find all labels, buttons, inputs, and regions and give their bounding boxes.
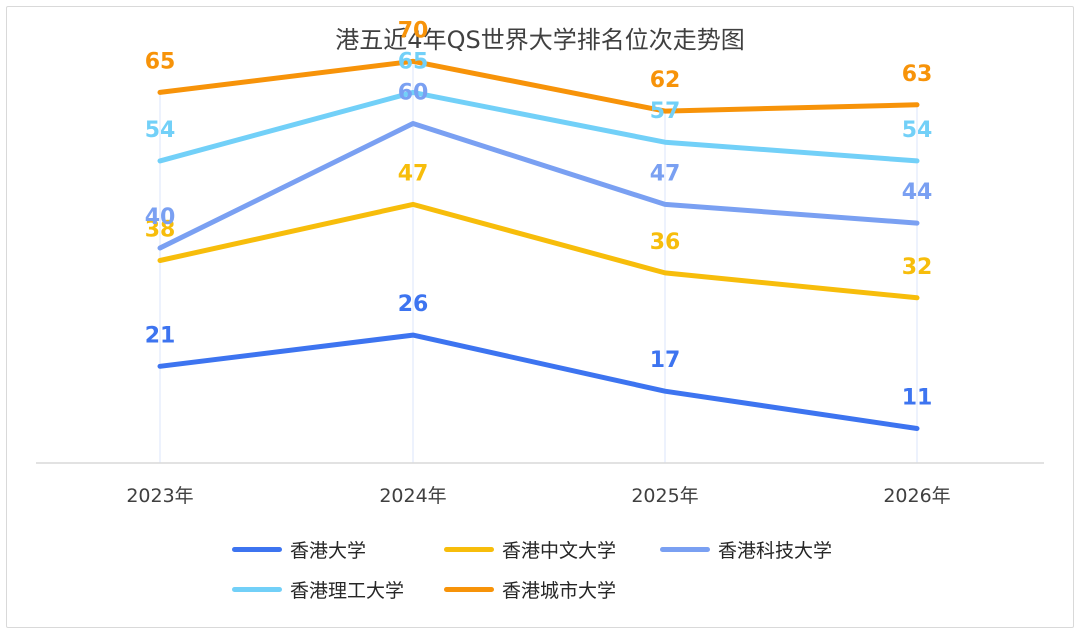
x-tick-label: 2025年 — [631, 485, 698, 507]
data-label: 54 — [145, 118, 176, 143]
x-tick-label: 2024年 — [379, 485, 446, 507]
data-label: 65 — [145, 49, 176, 74]
data-label: 44 — [902, 180, 933, 205]
series-line — [157, 201, 920, 301]
legend-swatch — [660, 546, 710, 552]
series-line — [157, 121, 920, 251]
data-label: 57 — [650, 99, 681, 124]
series-line — [157, 332, 920, 431]
legend-label: 香港城市大学 — [502, 579, 617, 602]
series-line — [157, 89, 920, 164]
data-label: 38 — [145, 217, 176, 242]
data-label: 47 — [650, 161, 681, 186]
data-label: 40 — [145, 205, 176, 230]
x-tick-label: 2026年 — [883, 485, 950, 507]
data-label: 11 — [902, 386, 933, 411]
legend-label: 香港科技大学 — [718, 539, 833, 562]
data-label: 70 — [398, 18, 429, 43]
data-label: 63 — [902, 62, 933, 87]
legend-item: 香港科技大学 — [660, 534, 832, 564]
legend-item: 香港城市大学 — [444, 574, 616, 604]
legend-item: 香港理工大学 — [232, 574, 404, 604]
legend-label: 香港中文大学 — [502, 539, 617, 562]
data-label: 62 — [650, 68, 681, 93]
data-label: 65 — [398, 49, 429, 74]
data-label: 47 — [398, 161, 429, 186]
legend-swatch — [444, 546, 494, 552]
legend-item: 香港大学 — [232, 534, 366, 564]
data-label: 54 — [902, 118, 933, 143]
data-label: 21 — [145, 323, 176, 348]
data-label: 26 — [398, 292, 429, 317]
legend-swatch — [232, 586, 282, 592]
data-label: 17 — [650, 348, 681, 373]
chart-frame — [6, 6, 1074, 628]
legend-item: 香港中文大学 — [444, 534, 616, 564]
data-label: 32 — [902, 255, 933, 280]
legend-label: 香港大学 — [290, 539, 367, 562]
legend-label: 香港理工大学 — [290, 579, 405, 602]
series-line — [157, 58, 920, 114]
legend-swatch — [444, 586, 494, 592]
legend-swatch — [232, 546, 282, 552]
data-label: 36 — [650, 230, 681, 255]
chart-title: 港五近4年QS世界大学排名位次走势图 — [335, 26, 745, 54]
x-tick-label: 2023年 — [126, 485, 193, 507]
data-label: 60 — [398, 81, 429, 106]
